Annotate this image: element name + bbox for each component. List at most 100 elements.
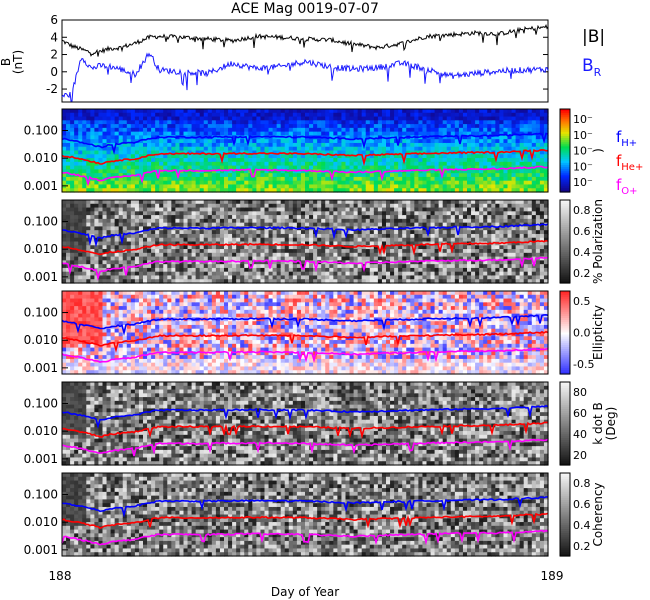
heatmap-cell <box>414 200 419 205</box>
heatmap-cell <box>495 131 500 137</box>
heatmap-cell <box>224 135 229 140</box>
heatmap-cell <box>402 271 407 277</box>
heatmap-cell <box>430 271 436 277</box>
heatmap-cell <box>288 173 294 178</box>
heatmap-cell <box>454 260 460 265</box>
heatmap-cell <box>398 112 403 118</box>
heatmap-cell <box>94 275 100 280</box>
heatmap-cell <box>386 252 391 258</box>
heatmap-cell <box>240 188 245 193</box>
heatmap-cell <box>175 279 181 284</box>
heatmap-cell <box>341 154 347 159</box>
colorbar-segment <box>560 167 570 170</box>
heatmap-cell <box>357 180 363 186</box>
heatmap-cell <box>418 173 424 178</box>
heatmap-cell <box>78 161 83 167</box>
heatmap-cell <box>211 184 217 189</box>
heatmap-cell <box>390 233 395 239</box>
heatmap-cell <box>284 154 290 159</box>
heatmap-cell <box>228 267 233 273</box>
heatmap-cell <box>244 180 249 186</box>
heatmap-cell <box>313 237 318 243</box>
heatmap-cell <box>454 169 460 174</box>
heatmap-cell <box>357 127 363 133</box>
heatmap-cell <box>163 215 168 220</box>
heatmap-cell <box>309 150 314 155</box>
heatmap-cell <box>333 146 338 152</box>
heatmap-cell <box>151 200 156 205</box>
heatmap-cell <box>414 207 419 212</box>
heatmap-cell <box>503 124 509 129</box>
heatmap-cell <box>66 211 71 216</box>
heatmap-cell <box>527 154 533 159</box>
heatmap-cell <box>381 200 387 205</box>
heatmap-cell <box>422 222 428 228</box>
heatmap-cell <box>353 279 359 284</box>
heatmap-cell <box>406 249 411 254</box>
heatmap-cell <box>381 161 387 167</box>
heatmap-cell <box>268 215 274 220</box>
heatmap-cell <box>171 124 176 129</box>
heatmap-cell <box>446 124 452 129</box>
heatmap-cell <box>357 150 363 155</box>
heatmap-cell <box>183 222 189 228</box>
heatmap-cell <box>458 249 464 254</box>
heatmap-cell <box>410 173 415 178</box>
heatmap-cell <box>240 230 245 235</box>
heatmap-cell <box>264 249 270 254</box>
heatmap-cell <box>163 112 168 118</box>
heatmap-cell <box>515 127 521 133</box>
heatmap-cell <box>369 112 375 118</box>
heatmap-cell <box>398 215 403 220</box>
heatmap-cell <box>454 180 460 186</box>
heatmap-cell <box>483 173 488 178</box>
heatmap-cell <box>438 116 444 121</box>
heatmap-cell <box>434 237 440 243</box>
heatmap-cell <box>325 124 330 129</box>
heatmap-cell <box>519 169 525 174</box>
heatmap-cell <box>183 252 189 258</box>
heatmap-cell <box>110 124 116 129</box>
heatmap-cell <box>244 158 249 163</box>
heatmap-cell <box>317 142 322 148</box>
heatmap-cell <box>325 161 330 167</box>
heatmap-cell <box>446 260 452 265</box>
heatmap-cell <box>539 161 545 167</box>
heatmap-cell <box>450 131 456 137</box>
heatmap-cell <box>430 139 436 144</box>
heatmap-cell <box>268 230 274 235</box>
heatmap-cell <box>98 256 104 261</box>
heatmap-cell <box>147 112 152 118</box>
heatmap-cell <box>118 161 124 167</box>
heatmap-cell <box>467 249 472 254</box>
heatmap-cell <box>276 127 282 133</box>
heatmap-cell <box>519 188 525 193</box>
heatmap-cell <box>483 120 488 125</box>
heatmap-cell <box>305 120 310 125</box>
heatmap-cell <box>462 203 468 209</box>
heatmap-cell <box>143 150 148 155</box>
heatmap-cell <box>62 275 67 280</box>
heatmap-cell <box>268 142 274 148</box>
heatmap-cell <box>462 260 468 265</box>
heatmap-cell <box>98 271 104 277</box>
heatmap-cell <box>462 165 468 170</box>
heatmap-cell <box>483 188 488 193</box>
heatmap-cell <box>260 207 266 212</box>
heatmap-cell <box>70 226 75 231</box>
heatmap-cell <box>422 188 428 193</box>
heatmap-cell <box>224 116 229 121</box>
heatmap-cell <box>426 260 432 265</box>
heatmap-cell <box>106 275 112 280</box>
heatmap-cell <box>386 264 391 269</box>
heatmap-cell <box>495 146 500 152</box>
heatmap-cell <box>377 271 383 277</box>
heatmap-cell <box>369 165 375 170</box>
heatmap-cell <box>422 184 428 189</box>
heatmap-cell <box>98 131 104 137</box>
heatmap-cell <box>458 275 464 280</box>
heatmap-cell <box>94 173 100 178</box>
heatmap-cell <box>248 158 253 163</box>
heatmap-cell <box>390 154 395 159</box>
heatmap-cell <box>155 154 160 159</box>
